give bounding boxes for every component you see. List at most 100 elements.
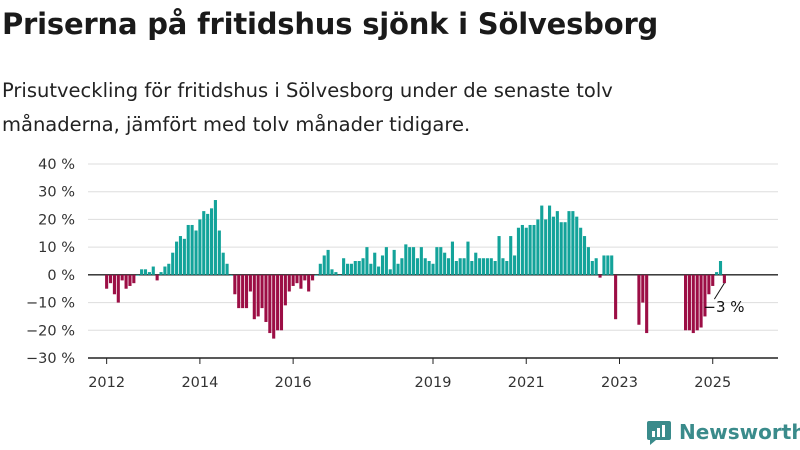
bar	[233, 274, 237, 295]
bar	[194, 230, 198, 275]
bar	[400, 258, 404, 275]
bar	[369, 263, 373, 275]
bar	[598, 274, 602, 278]
bar	[427, 261, 431, 275]
bar	[105, 274, 109, 289]
bar	[198, 219, 202, 275]
bar	[108, 274, 113, 284]
bar	[132, 274, 136, 284]
bar	[147, 272, 151, 275]
bar	[392, 249, 396, 275]
chart-title: Priserna på fritidshus sjönk i Sölvesbor…	[2, 7, 659, 41]
x-tick-label: 2025	[694, 375, 731, 391]
bar	[384, 247, 388, 275]
bar	[206, 213, 210, 275]
bar	[217, 230, 221, 275]
bar	[582, 236, 587, 275]
bar	[446, 258, 451, 275]
bar	[221, 252, 225, 275]
bar	[637, 274, 641, 325]
bar	[567, 211, 571, 275]
bar	[474, 252, 478, 275]
x-axis: 2012 2014 2016 2019 2021 2023 2025	[88, 357, 778, 391]
bar	[209, 208, 214, 275]
bar	[260, 274, 264, 309]
bar	[497, 236, 501, 275]
bar	[458, 258, 462, 275]
bar	[291, 274, 295, 286]
bars	[105, 200, 726, 339]
bar	[501, 258, 505, 275]
bar	[151, 266, 155, 275]
bar	[707, 274, 711, 295]
bar	[353, 261, 357, 275]
bar	[462, 258, 466, 275]
newsworthy-logo: Newsworthy	[646, 419, 800, 445]
x-tick-label: 2021	[508, 375, 545, 391]
bar	[684, 274, 688, 331]
bar	[287, 274, 291, 292]
bar	[489, 258, 493, 275]
bar	[264, 274, 268, 322]
x-tick-label: 2019	[415, 375, 452, 391]
bar	[520, 224, 524, 275]
bar	[614, 274, 618, 320]
bar	[435, 247, 439, 275]
bar	[330, 269, 334, 275]
annotation-label: −3 %	[703, 298, 744, 316]
y-tick-label: 0 %	[47, 268, 75, 284]
bar	[256, 274, 260, 317]
bar	[555, 211, 559, 275]
bar	[155, 274, 159, 281]
bar	[225, 263, 229, 275]
bar	[186, 224, 190, 275]
y-tick-label: −20 %	[26, 323, 75, 339]
bar	[540, 205, 544, 275]
bar	[388, 269, 392, 275]
bar	[439, 247, 443, 275]
bar	[695, 274, 699, 331]
bar	[178, 236, 183, 275]
bar	[322, 255, 326, 275]
bar	[314, 274, 318, 276]
bar	[140, 269, 144, 275]
bar	[295, 274, 299, 284]
bar	[466, 241, 470, 275]
bar	[718, 261, 723, 275]
bar	[377, 266, 381, 275]
bar	[443, 252, 447, 275]
bar	[318, 263, 322, 275]
bar	[602, 255, 606, 275]
bar	[594, 258, 598, 275]
bar	[559, 222, 563, 275]
bar	[493, 261, 497, 275]
bar	[423, 258, 427, 275]
bar	[450, 241, 454, 275]
bar	[334, 272, 338, 275]
bar	[326, 249, 330, 275]
y-tick-label: −30 %	[26, 351, 75, 367]
bar	[470, 261, 474, 275]
bar	[641, 274, 645, 303]
bar	[276, 274, 280, 331]
bar	[365, 247, 369, 275]
bar	[586, 247, 590, 275]
x-tick-label: 2023	[601, 375, 638, 391]
y-tick-label: 40 %	[38, 157, 75, 173]
bar	[124, 274, 128, 289]
bar	[299, 274, 303, 289]
bar	[303, 274, 307, 281]
bar	[357, 261, 361, 275]
bar	[516, 227, 521, 275]
bar	[268, 274, 272, 334]
bar	[544, 219, 548, 275]
bar	[380, 255, 385, 275]
bar	[404, 244, 408, 275]
bar	[691, 274, 695, 334]
bar	[311, 274, 315, 281]
bar	[248, 274, 252, 292]
bar	[699, 274, 703, 328]
bar	[136, 274, 140, 276]
bar	[252, 274, 256, 320]
bar	[687, 274, 691, 331]
